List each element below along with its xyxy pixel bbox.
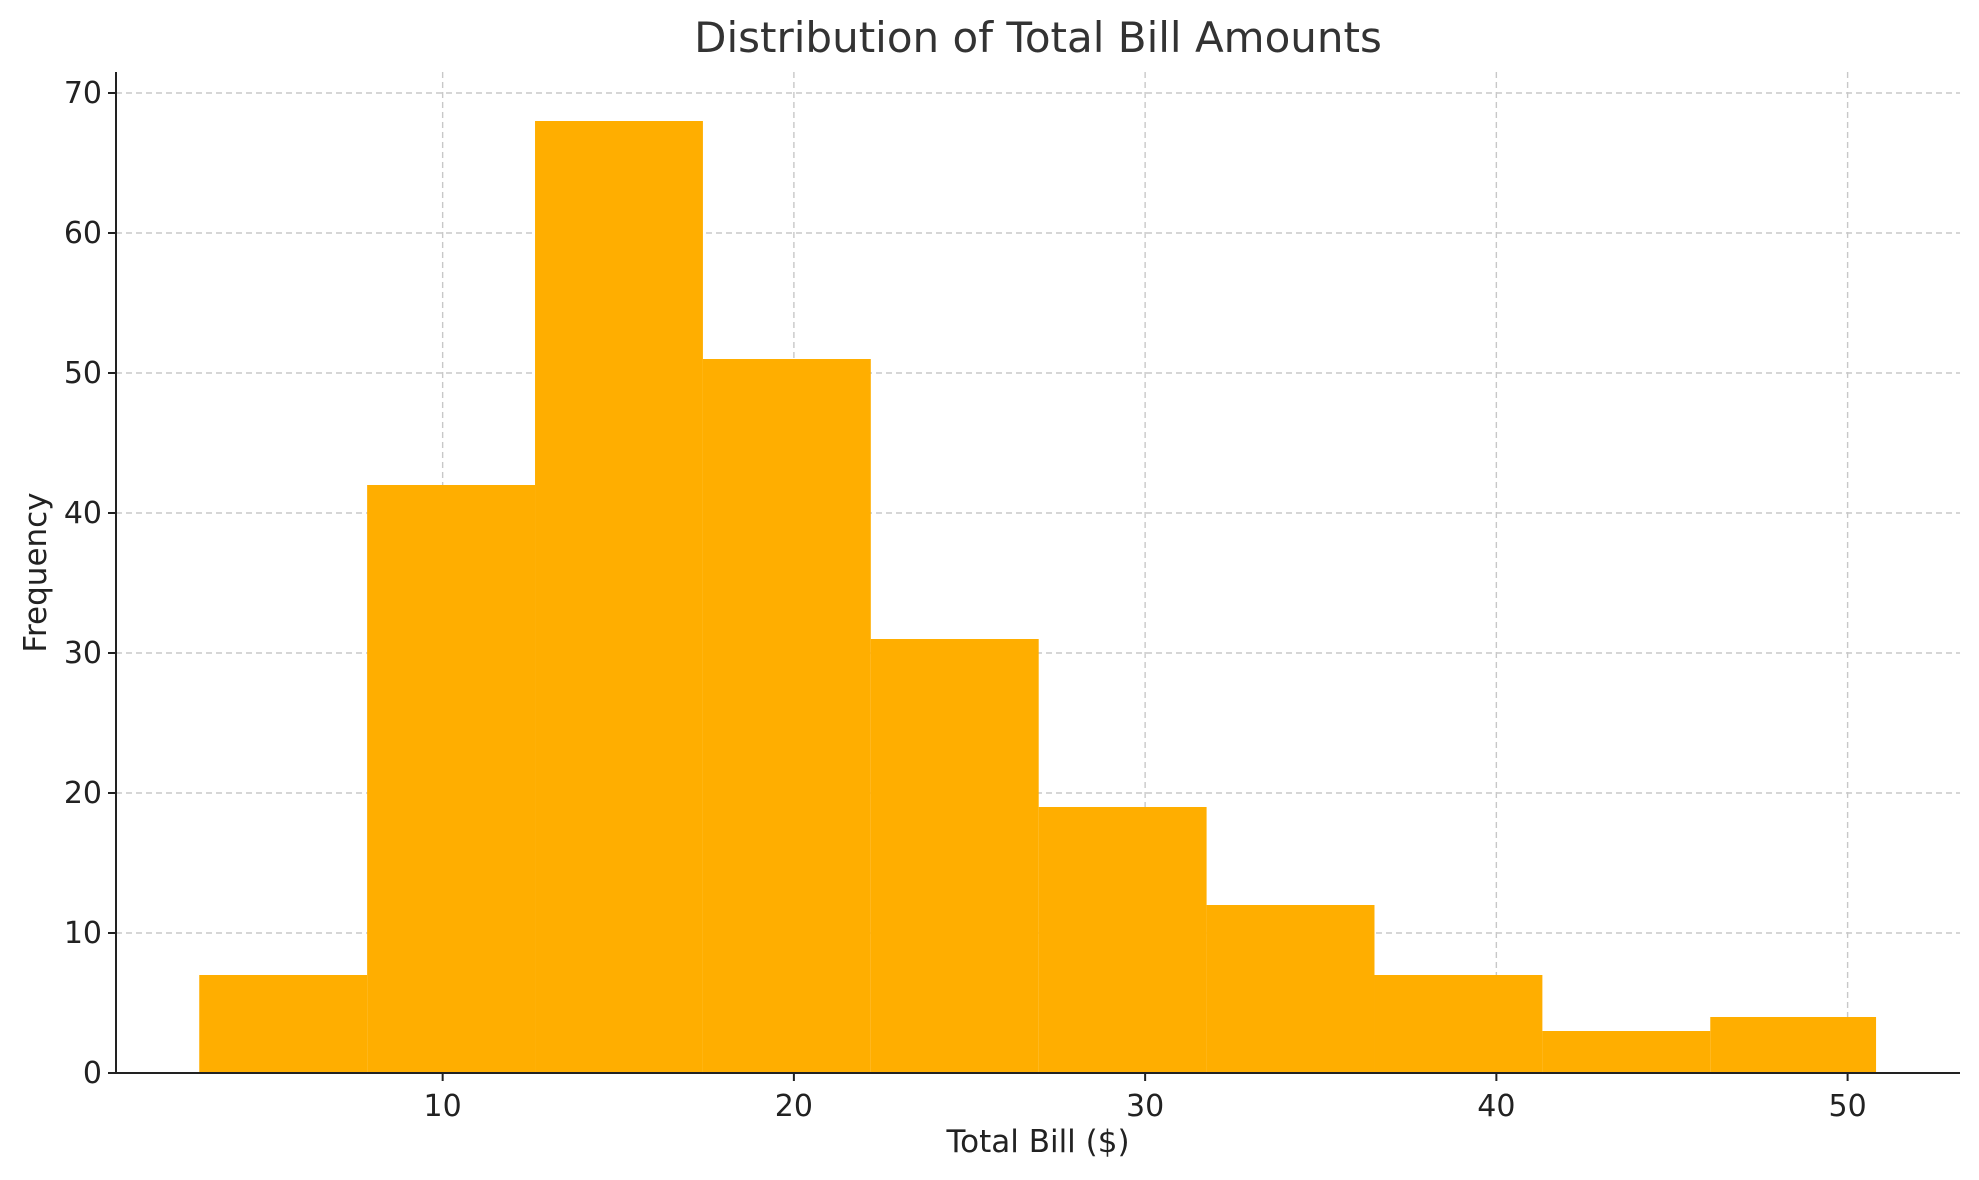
x-tick-label: 10 <box>424 1089 462 1124</box>
x-tick-label: 50 <box>1829 1089 1867 1124</box>
y-tick-label: 0 <box>83 1056 102 1091</box>
histogram-bar <box>535 121 703 1073</box>
y-tick-label: 10 <box>64 916 102 951</box>
y-tick-label: 60 <box>64 216 102 251</box>
histogram-bar <box>1710 1017 1877 1073</box>
x-ticks: 10 20 30 40 50 <box>424 1073 1867 1124</box>
histogram-bar <box>1374 975 1543 1073</box>
chart-title: Distribution of Total Bill Amounts <box>694 13 1382 62</box>
x-tick-label: 40 <box>1477 1089 1515 1124</box>
histogram-bar <box>870 639 1039 1073</box>
histogram-bar <box>1542 1031 1711 1073</box>
y-tick-label: 50 <box>64 356 102 391</box>
y-tick-label: 70 <box>64 76 102 111</box>
histogram-bar <box>1038 807 1207 1073</box>
histogram-bar <box>367 485 536 1073</box>
x-tick-label: 20 <box>775 1089 813 1124</box>
x-tick-label: 30 <box>1126 1089 1164 1124</box>
bars-layer <box>199 121 1877 1073</box>
y-tick-label: 40 <box>64 496 102 531</box>
y-ticks: 0 10 20 30 40 50 60 70 <box>64 76 116 1091</box>
x-axis-label: Total Bill ($) <box>945 1124 1129 1160</box>
histogram-bar <box>1206 905 1375 1073</box>
y-axis-label: Frequency <box>18 492 54 652</box>
axes-layer <box>115 72 1960 1074</box>
histogram-bar <box>199 975 368 1073</box>
y-tick-label: 30 <box>64 636 102 671</box>
histogram-bar <box>702 359 871 1073</box>
y-tick-label: 20 <box>64 776 102 811</box>
